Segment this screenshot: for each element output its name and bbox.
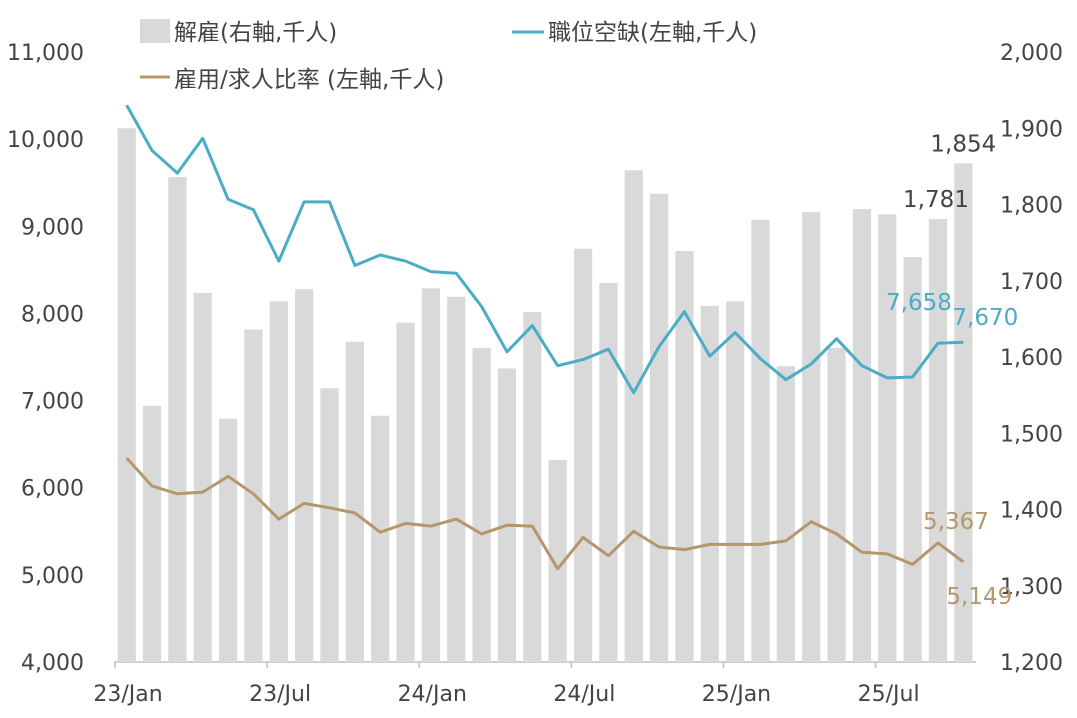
- layoffs-bar: [218, 418, 238, 662]
- layoffs-bar: [548, 459, 567, 662]
- layoffs-bar: [954, 163, 973, 662]
- x-axis-tick-label: 23/Jul: [249, 682, 311, 707]
- x-axis-tick-label: 24/Jan: [398, 682, 467, 707]
- left-axis-tick-label: 11,000: [7, 41, 84, 66]
- line-series: [125, 104, 965, 571]
- x-axis-tick-label: 24/Jul: [553, 682, 615, 707]
- data-label: 1,854: [930, 131, 996, 157]
- layoffs-bar: [928, 218, 948, 663]
- layoffs-bar: [649, 193, 669, 662]
- x-axis-tick-label: 25/Jan: [702, 682, 771, 707]
- right-axis-tick-label: 1,700: [1000, 270, 1063, 295]
- axes: 4,000 5,000 6,000 7,000 8,000 9,000 10,000 11,0…: [7, 41, 1063, 707]
- x-axis-tick-label: 25/Jul: [858, 682, 920, 707]
- layoffs-bar: [624, 170, 643, 662]
- right-axis-tick-label: 1,900: [1000, 117, 1063, 142]
- layoffs-bar: [802, 212, 821, 662]
- right-axis-tick-label: 1,200: [1000, 651, 1063, 676]
- layoffs-bar: [852, 209, 872, 662]
- legend-label-hires-ratio: 雇用/求人比率 (左軸,千人): [174, 67, 444, 93]
- layoffs-bar: [320, 388, 339, 662]
- bar-series: [117, 128, 973, 663]
- layoffs-bar: [447, 296, 466, 662]
- layoffs-bar: [472, 347, 491, 662]
- left-axis-tick-label: 5,000: [21, 564, 84, 589]
- legend: 解雇(右軸,千人) 職位空缺(左軸,千人) 雇用/求人比率 (左軸,千人): [140, 19, 757, 93]
- layoffs-bar: [523, 312, 542, 662]
- data-label: 5,367: [923, 509, 989, 535]
- layoffs-bar: [675, 251, 694, 662]
- legend-label-layoffs: 解雇(右軸,千人): [174, 20, 337, 46]
- data-label: 7,670: [952, 305, 1018, 331]
- x-axis-tick-label: 23/Jan: [93, 682, 162, 707]
- data-label: 5,149: [946, 584, 1012, 610]
- job-openings-line: [125, 104, 964, 395]
- data-label: 7,658: [886, 290, 952, 316]
- right-axis-tick-label: 1,400: [1000, 499, 1063, 524]
- right-axis-tick-label: 2,000: [1000, 41, 1063, 66]
- right-axis-tick-label: 1,600: [1000, 346, 1063, 371]
- layoffs-bar: [295, 289, 314, 662]
- left-axis-tick-label: 9,000: [21, 215, 84, 240]
- layoffs-bar: [776, 366, 795, 662]
- layoffs-bar: [903, 257, 922, 662]
- legend-label-job-openings: 職位空缺(左軸,千人): [548, 20, 757, 46]
- layoffs-bar: [827, 347, 846, 662]
- layoffs-bar: [421, 288, 441, 662]
- layoffs-bar: [573, 248, 593, 662]
- left-axis-tick-label: 10,000: [7, 128, 84, 153]
- legend-swatch-layoffs: [140, 19, 170, 43]
- right-axis-tick-label: 1,800: [1000, 194, 1063, 219]
- layoffs-bar: [396, 322, 415, 662]
- layoffs-bar: [168, 177, 187, 663]
- right-axis-tick-label: 1,500: [1000, 422, 1063, 447]
- layoffs-bar: [371, 415, 390, 662]
- layoffs-bar: [700, 305, 719, 662]
- layoffs-bar: [142, 405, 162, 662]
- left-axis-tick-label: 7,000: [21, 390, 84, 415]
- layoffs-bar: [193, 292, 212, 662]
- layoffs-bar: [269, 301, 288, 662]
- data-label: 1,781: [903, 187, 969, 213]
- left-axis-tick-label: 6,000: [21, 477, 84, 502]
- layoffs-bar: [599, 283, 618, 662]
- left-axis-tick-label: 4,000: [21, 651, 84, 676]
- layoffs-bar: [117, 128, 136, 662]
- layoffs-bar: [878, 214, 897, 662]
- layoffs-bar: [345, 341, 364, 662]
- right-axis-tick-label: 1,300: [1000, 575, 1063, 600]
- left-axis-tick-label: 8,000: [21, 302, 84, 327]
- layoffs-bar: [726, 301, 745, 662]
- layoffs-bar: [497, 368, 517, 662]
- hires-ratio-line: [125, 457, 965, 571]
- layoffs-bar: [751, 219, 770, 662]
